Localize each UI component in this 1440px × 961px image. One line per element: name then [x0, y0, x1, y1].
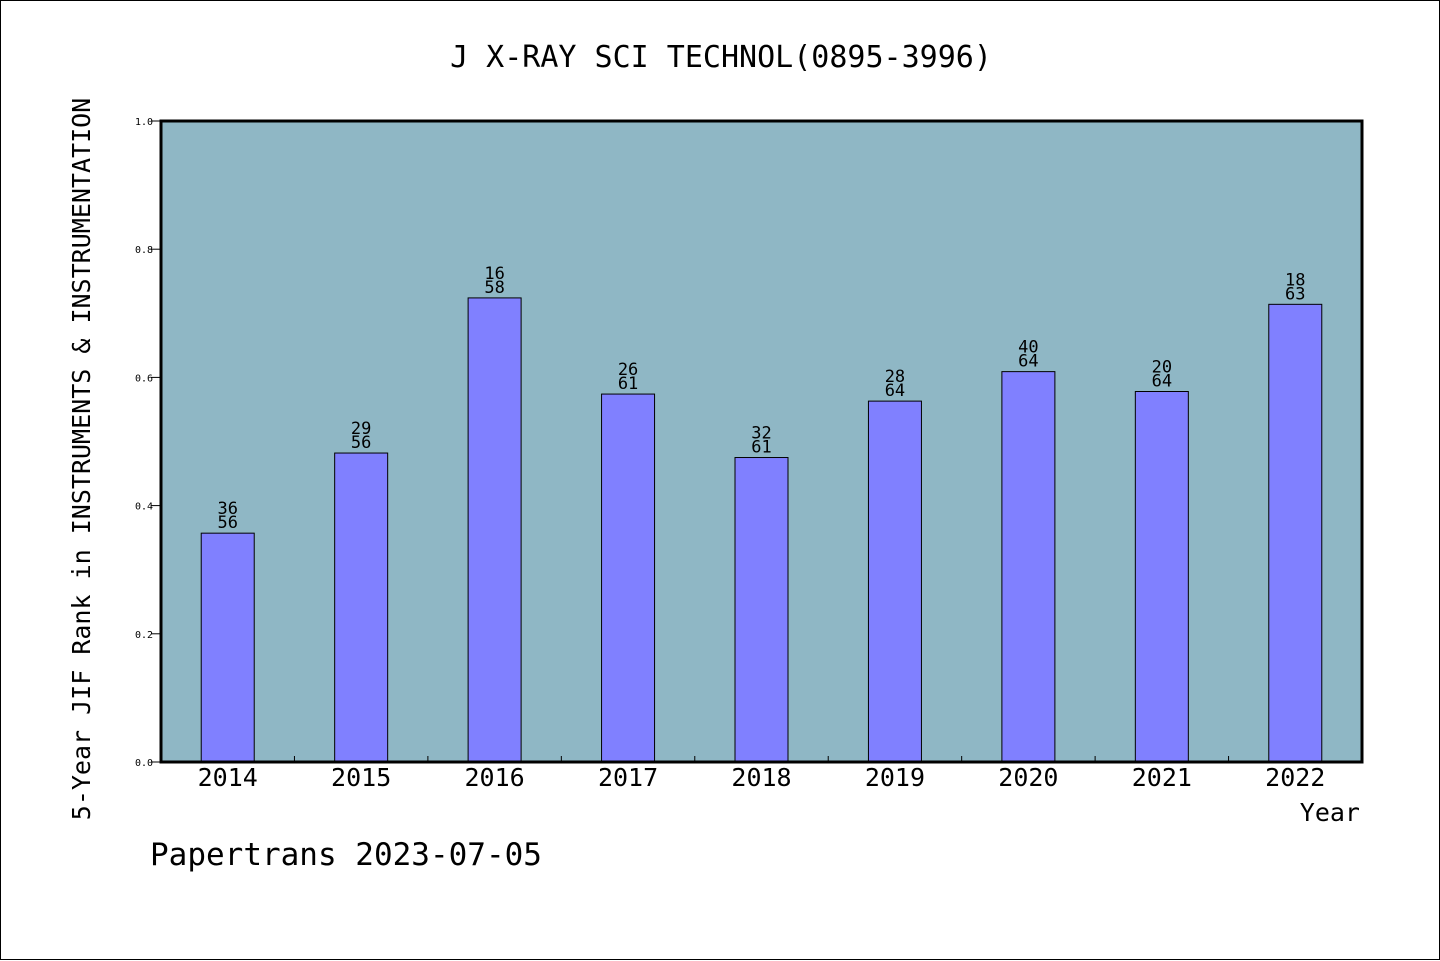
bar-rank-label: 16	[484, 264, 504, 284]
bar-2018	[734, 457, 789, 763]
y-axis: 0.0 0.2 0.4 0.6 0.8 1.0	[135, 117, 161, 769]
bar-total-label: 61	[618, 374, 638, 394]
x-axis: 2014 2015 2016 2017 2018 2019 2020 2021 2022	[198, 756, 1325, 792]
x-tick-label: 2018	[731, 763, 791, 792]
bar-2020	[1001, 371, 1056, 763]
bar-rank-label: 20	[1152, 358, 1172, 378]
bar-2016	[467, 297, 522, 763]
y-tick-label: 0.2	[135, 630, 153, 641]
y-axis-label: 5-Year JIF Rank in INSTRUMENTS & INSTRUM…	[67, 98, 96, 820]
bar-2017	[601, 393, 656, 763]
x-tick-label: 2022	[1265, 763, 1325, 792]
x-tick-label: 2017	[598, 763, 658, 792]
bar-total-label: 64	[1152, 372, 1172, 392]
x-tick-label: 2020	[998, 763, 1058, 792]
bar-total-label: 56	[351, 433, 371, 453]
bar-total-label: 64	[1018, 352, 1038, 372]
bar-rank-label: 28	[885, 367, 905, 387]
x-tick-label: 2021	[1132, 763, 1192, 792]
bar-total-label: 63	[1285, 284, 1305, 304]
bar-2021	[1134, 391, 1189, 763]
bar-2019	[867, 400, 922, 763]
bar-total-label: 64	[885, 381, 905, 401]
bars	[200, 297, 1323, 763]
plot-border	[159, 119, 1364, 764]
bar-2015	[334, 452, 389, 763]
footer-credit: Papertrans 2023-07-05	[150, 837, 542, 873]
bar-rank-label: 29	[351, 419, 371, 439]
bar-2014	[200, 532, 255, 763]
x-tick-label: 2015	[331, 763, 391, 792]
y-tick-label: 1.0	[135, 117, 153, 128]
y-tick-label: 0.6	[135, 373, 153, 384]
chart-title: J X-RAY SCI TECHNOL(0895-3996)	[450, 40, 992, 75]
x-tick-label: 2016	[465, 763, 525, 792]
bar-total-label: 56	[217, 513, 237, 533]
bar-rank-label: 36	[217, 499, 237, 519]
bar-2022	[1268, 303, 1323, 763]
bar-rank-label: 18	[1285, 270, 1305, 290]
bar-rank-label: 40	[1018, 338, 1038, 358]
x-tick-label: 2019	[865, 763, 925, 792]
bar-rank-label: 32	[751, 424, 771, 444]
y-tick-label: 0.8	[135, 245, 153, 256]
bar-total-label: 61	[751, 438, 771, 458]
y-tick-label: 0.0	[135, 758, 153, 769]
y-tick-label: 0.4	[135, 502, 153, 513]
x-axis-label: Year	[1300, 798, 1360, 827]
x-tick-label: 2014	[198, 763, 258, 792]
bar-rank-label: 26	[618, 360, 638, 380]
bar-total-label: 58	[484, 278, 504, 298]
